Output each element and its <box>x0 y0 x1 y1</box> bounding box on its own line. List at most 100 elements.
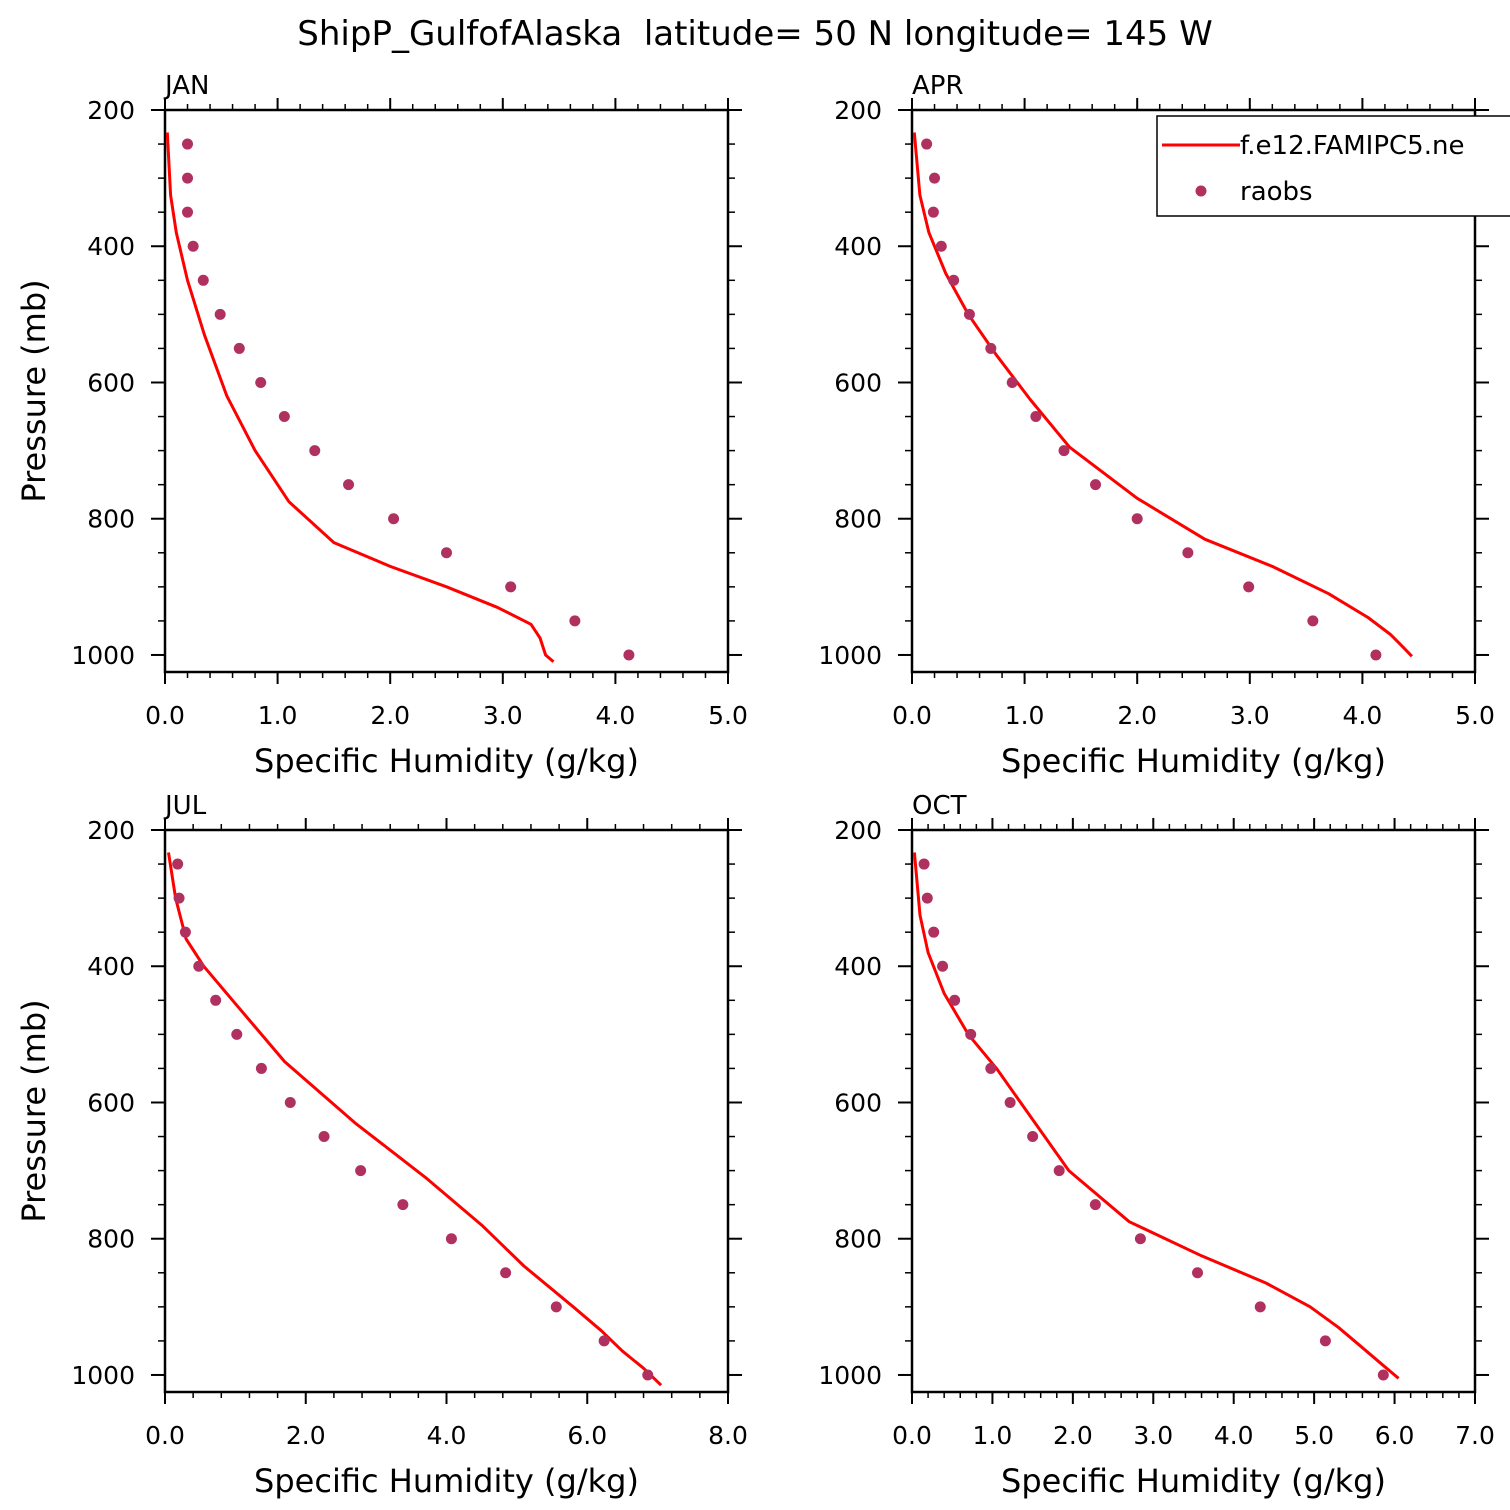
y-tick-label: 200 <box>834 96 882 125</box>
series-line-model <box>912 852 1400 1380</box>
data-point-raobs <box>318 1131 330 1143</box>
data-point-raobs <box>1053 1165 1065 1177</box>
data-point-raobs <box>233 342 245 354</box>
x-tick-label: 4.0 <box>1214 1421 1254 1450</box>
y-tick-label: 600 <box>834 1088 882 1117</box>
data-point-raobs <box>1027 1131 1039 1143</box>
data-point-raobs <box>918 858 930 870</box>
x-tick-label: 2.0 <box>370 701 410 730</box>
x-tick-label: 1.0 <box>258 701 298 730</box>
data-point-raobs <box>505 581 517 593</box>
data-point-raobs <box>1319 1335 1331 1347</box>
data-point-raobs <box>1134 1233 1146 1245</box>
data-point-raobs <box>309 445 321 457</box>
data-point-raobs <box>197 274 209 286</box>
legend-box <box>1156 115 1510 217</box>
data-point-raobs <box>255 1062 267 1074</box>
x-tick-label: 7.0 <box>1455 1421 1495 1450</box>
data-point-raobs <box>937 960 949 972</box>
data-point-raobs <box>963 308 975 320</box>
series-line-model <box>912 132 1413 658</box>
x-tick-label: 3.0 <box>483 701 523 730</box>
x-tick-label: 0.0 <box>892 701 932 730</box>
x-tick-label: 0.0 <box>892 1421 932 1450</box>
x-tick-label: 4.0 <box>596 701 636 730</box>
legend-label-model: f.e12.FAMIPC5.ne <box>1240 131 1464 161</box>
y-tick-label: 200 <box>87 816 135 845</box>
data-point-raobs <box>500 1267 512 1279</box>
data-point-raobs <box>927 206 939 218</box>
data-point-raobs <box>214 308 226 320</box>
plot-frame <box>163 828 730 1394</box>
panel-oct: OCT 0.0 1.0 2.0 3.0 4.0 5.0 6.0 7.0 200 400 600 800 1… <box>818 791 1495 1500</box>
data-point-raobs <box>179 926 191 938</box>
x-tick-label: 5.0 <box>1294 1421 1334 1450</box>
data-point-raobs <box>397 1199 409 1211</box>
data-point-raobs <box>1004 1096 1016 1108</box>
plot-frame <box>910 108 1477 674</box>
data-point-raobs <box>935 240 947 252</box>
panel-apr: APR 0.0 1.0 2.0 3.0 4.0 5.0 200 400 600 800 1000 Spe… <box>818 71 1495 780</box>
data-point-raobs <box>1377 1369 1389 1381</box>
y-tick-label: 400 <box>834 232 882 261</box>
data-point-raobs <box>623 649 635 661</box>
data-point-raobs <box>1131 513 1143 525</box>
data-point-raobs <box>569 615 581 627</box>
series-line-model <box>165 132 555 663</box>
data-point-raobs <box>642 1369 654 1381</box>
data-point-raobs <box>210 994 222 1006</box>
x-tick-label: 5.0 <box>1455 701 1495 730</box>
panel-title: OCT <box>912 791 967 821</box>
x-tick-label: 2.0 <box>1117 701 1157 730</box>
data-point-raobs <box>182 172 194 184</box>
x-tick-label: 8.0 <box>708 1421 748 1450</box>
data-point-raobs <box>445 1233 457 1245</box>
figure-title: ShipP_GulfofAlaska latitude= 50 N longit… <box>297 14 1212 54</box>
data-point-raobs <box>598 1335 610 1347</box>
x-tick-label: 4.0 <box>1343 701 1383 730</box>
x-tick-label: 3.0 <box>1133 1421 1173 1450</box>
x-tick-label: 6.0 <box>567 1421 607 1450</box>
y-tick-label: 800 <box>834 1225 882 1254</box>
y-tick-label: 1000 <box>71 641 135 670</box>
data-point-raobs <box>182 206 194 218</box>
data-point-raobs <box>1089 1199 1101 1211</box>
x-tick-label: 0.0 <box>145 1421 185 1450</box>
y-tick-label: 1000 <box>818 1361 882 1390</box>
y-tick-label: 800 <box>834 505 882 534</box>
data-point-raobs <box>1254 1301 1266 1313</box>
data-point-raobs <box>388 513 400 525</box>
x-tick-label: 2.0 <box>286 1421 326 1450</box>
y-tick-label: 800 <box>87 1225 135 1254</box>
data-point-raobs <box>255 376 267 388</box>
data-point-raobs <box>182 138 194 150</box>
data-point-raobs <box>949 994 961 1006</box>
x-tick-label: 5.0 <box>708 701 748 730</box>
x-tick-label: 1.0 <box>973 1421 1013 1450</box>
x-tick-label: 4.0 <box>427 1421 467 1450</box>
y-tick-label: 600 <box>87 1088 135 1117</box>
x-tick-label: 1.0 <box>1005 701 1045 730</box>
data-point-raobs <box>355 1165 367 1177</box>
data-point-raobs <box>1058 445 1070 457</box>
data-point-raobs <box>172 858 184 870</box>
y-tick-label: 1000 <box>71 1361 135 1390</box>
x-tick-label: 6.0 <box>1375 1421 1415 1450</box>
data-point-raobs <box>928 926 940 938</box>
panels: JAN 0.0 1.0 2.0 3.0 4.0 5.0 200 400 600 800 1000 Spe… <box>15 71 1510 1500</box>
series-line-model <box>167 852 663 1387</box>
data-point-raobs <box>550 1301 562 1313</box>
data-point-raobs <box>921 138 933 150</box>
data-point-raobs <box>231 1028 243 1040</box>
data-point-raobs <box>441 547 452 559</box>
data-point-raobs <box>1243 581 1255 593</box>
legend-swatch-obs <box>1195 185 1207 197</box>
data-point-raobs <box>1006 376 1018 388</box>
panel-title: JUL <box>163 791 207 821</box>
x-tick-label: 0.0 <box>145 701 185 730</box>
data-point-raobs <box>1192 1267 1204 1279</box>
y-tick-label: 600 <box>87 368 135 397</box>
y-tick-label: 200 <box>87 96 135 125</box>
x-axis-label: Specific Humidity (g/kg) <box>1001 1462 1386 1500</box>
